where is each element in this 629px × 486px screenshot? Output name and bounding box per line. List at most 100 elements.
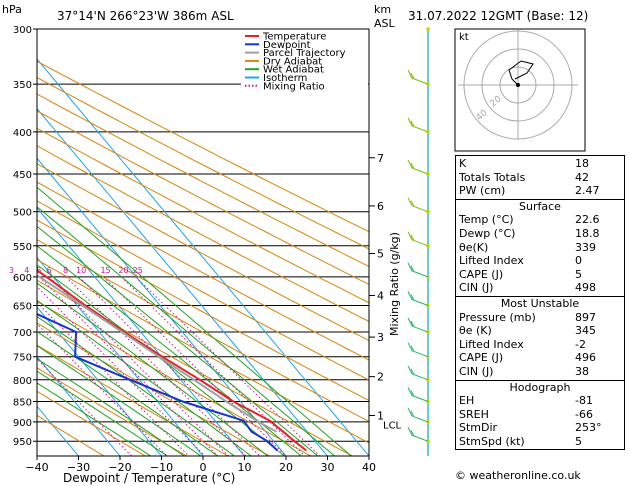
- x-tick-label: −20: [108, 461, 131, 474]
- surface-value: 339: [575, 240, 596, 254]
- background-lines: [37, 29, 369, 456]
- surface-row: θe(K) 339: [456, 241, 624, 255]
- hodograph-table-value: 5: [575, 434, 582, 448]
- km-tick-label: 4: [377, 289, 384, 302]
- surface-label: CIN (J): [459, 281, 494, 295]
- surface-value: 498: [575, 281, 596, 295]
- hodograph-table-value: -66: [575, 407, 593, 421]
- hodograph-table-label: EH: [459, 394, 475, 408]
- x-tick-label: −10: [150, 461, 173, 474]
- km-tick-label: 3: [377, 331, 384, 344]
- wet-adiabat-line: [37, 345, 202, 456]
- hodograph-unit-label: kt: [459, 32, 469, 43]
- hodograph-storm-dot: [516, 83, 520, 87]
- x-tick-label: 40: [362, 461, 376, 474]
- legend-entry: Parcel Trajectory: [263, 48, 346, 59]
- legend-background: [241, 31, 368, 91]
- legend-entry: Wet Adiabat: [263, 65, 324, 76]
- wind-barb: [407, 291, 429, 306]
- dry-adiabat-line: [37, 367, 188, 456]
- mixing-ratio-line: [39, 276, 219, 456]
- mixing-ratio-line: [37, 301, 190, 456]
- y-tick-label: 550: [13, 242, 32, 253]
- surface-label: Dewp (°C): [459, 226, 516, 240]
- mixing-ratio-label: 20: [118, 266, 128, 275]
- dry-adiabat-line: [37, 344, 230, 456]
- index-label: K: [459, 157, 467, 170]
- y-tick-label: 900: [13, 418, 32, 429]
- index-value: 18: [575, 157, 589, 170]
- index-row: Totals Totals 42: [456, 171, 624, 185]
- isotherm-line: [37, 58, 369, 456]
- mixing-ratio-label: 8: [63, 266, 68, 275]
- km-unit-label: km: [374, 3, 391, 16]
- isotherm-line: [37, 107, 329, 456]
- mixing-ratio-line: [49, 276, 230, 456]
- mixing-ratio-line: [78, 276, 261, 456]
- dry-adiabat-line: [37, 93, 369, 268]
- dry-adiabat-line: [37, 181, 369, 361]
- dry-adiabat-line: [37, 279, 354, 456]
- wind-barb: [407, 365, 429, 381]
- isotherm-line: [37, 356, 121, 456]
- surface-box: Surface Temp (°C) 22.6 Dewp (°C) 18.8 θe(K) 3…: [455, 199, 625, 297]
- mixing-ratio-labels: 123456810152025: [9, 266, 143, 275]
- surface-value: 5: [575, 267, 582, 281]
- legend-entry: Dry Adiabat: [263, 56, 322, 67]
- index-label: Totals Totals: [459, 170, 526, 184]
- wind-barb: [407, 159, 429, 175]
- wind-barb: [407, 117, 429, 133]
- dry-adiabat-line: [37, 259, 369, 444]
- surface-title: Surface: [519, 199, 561, 213]
- isotherm-line: [37, 306, 163, 456]
- hodograph-trace: [508, 60, 534, 86]
- index-value: 2.47: [575, 184, 600, 198]
- surface-row: Temp (°C) 22.6: [456, 213, 624, 227]
- y-tick-label: 450: [13, 170, 32, 181]
- mixing-ratio-label: 15: [100, 266, 110, 275]
- most-unstable-label: CAPE (J): [459, 351, 504, 365]
- wind-barb: [407, 342, 429, 358]
- x-tick-label: 0: [200, 461, 207, 474]
- wet-adiabat-line: [37, 299, 252, 456]
- lcl-label: LCL: [383, 421, 402, 432]
- wet-adiabat-line: [37, 370, 169, 456]
- wind-barb: [407, 262, 429, 278]
- y-tick-label: 400: [13, 128, 32, 139]
- most-unstable-label: CIN (J): [459, 364, 494, 378]
- x-tick-label: 20: [279, 461, 293, 474]
- wind-level-dot: [426, 377, 430, 382]
- hodograph-table-row: SREH -66: [456, 408, 624, 422]
- mixing-ratio-line: [37, 358, 133, 456]
- mixing-ratio-label: 10: [76, 266, 86, 275]
- dry-adiabat-line: [37, 127, 369, 304]
- most-unstable-row: CAPE (J) 496: [456, 351, 624, 365]
- most-unstable-value: 897: [575, 310, 596, 324]
- hodograph-table-label: SREH: [459, 407, 489, 421]
- surface-value: 18.8: [575, 226, 600, 240]
- km-tick-label: 2: [377, 371, 384, 384]
- wind-barb: [407, 407, 429, 423]
- isotherm-line: [37, 207, 246, 456]
- y-tick-label: 750: [13, 353, 32, 364]
- wind-level-dot: [426, 399, 430, 404]
- wind-barb: [407, 317, 429, 333]
- most-unstable-label: θe (K): [459, 324, 492, 338]
- hodograph-table-row: StmDir 253°: [456, 421, 624, 435]
- y-tick-label: 950: [13, 437, 32, 448]
- wet-adiabat-line: [37, 245, 302, 456]
- datetime-label: 31.07.2022 12GMT (Base: 12): [408, 9, 588, 23]
- hodograph-box: Hodograph EH -81 SREH -66 StmDir 253° StmSpd (…: [455, 380, 625, 451]
- index-row: K 18: [456, 157, 624, 171]
- surface-label: CAPE (J): [459, 267, 504, 281]
- indices-box: K 18 Totals Totals 42 PW (cm) 2.47: [455, 155, 625, 200]
- legend-entry: Temperature: [262, 32, 326, 43]
- mixing-ratio-line: [65, 276, 247, 456]
- surface-row: CIN (J) 498: [456, 281, 624, 295]
- axes: 3003504004505005506006507007508008509009…: [13, 25, 376, 474]
- wet-adiabat-line: [37, 315, 236, 456]
- hodograph-table-value: -81: [575, 394, 593, 408]
- wind-barb: [407, 387, 429, 402]
- mixing-ratio-label: 6: [47, 266, 52, 275]
